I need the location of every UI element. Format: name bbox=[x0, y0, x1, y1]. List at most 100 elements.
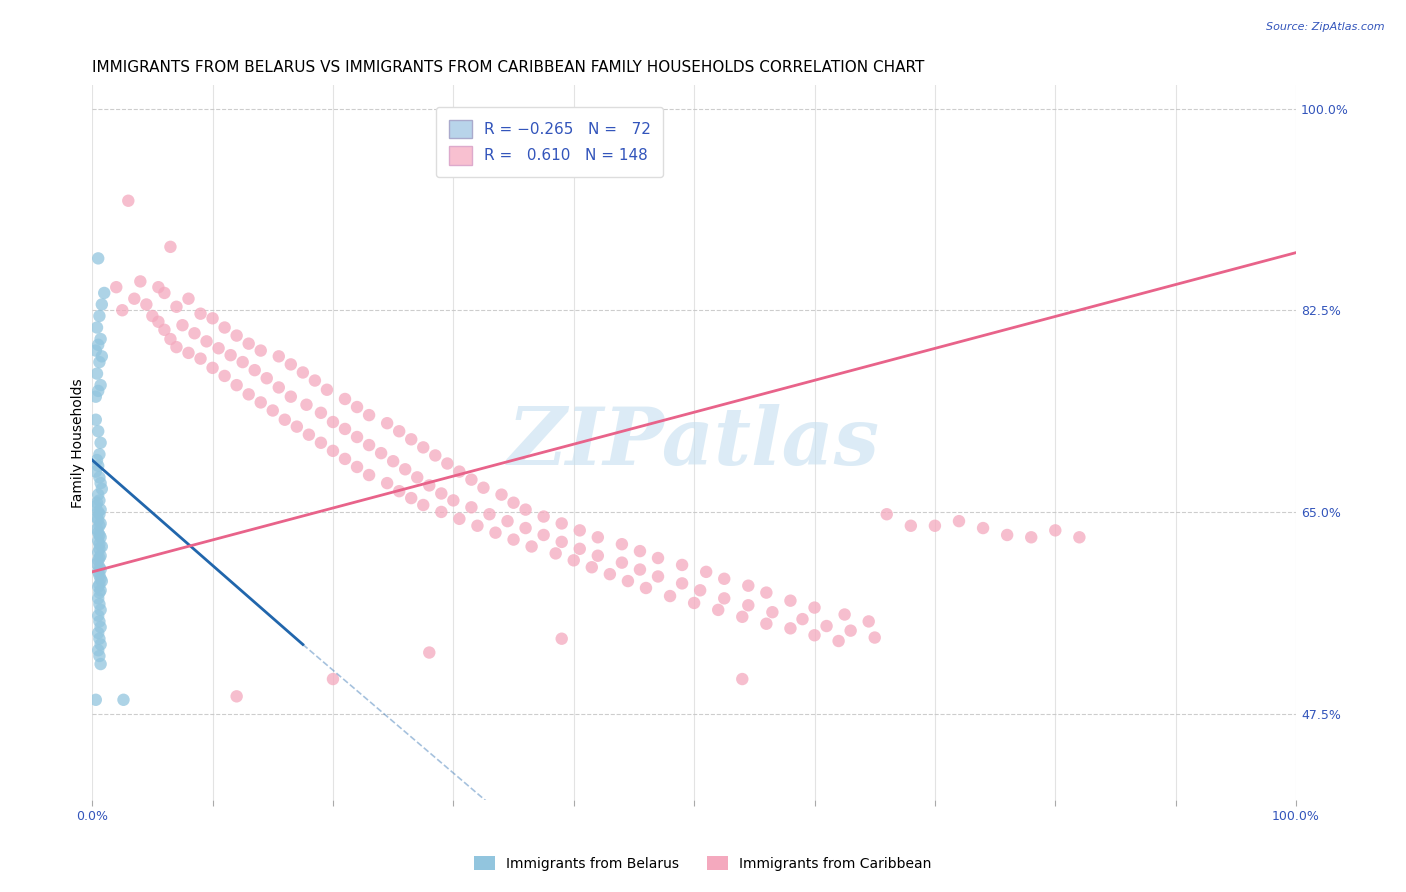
Point bbox=[90, 435, 112, 450]
Point bbox=[89, 568, 111, 582]
Point bbox=[89, 577, 111, 591]
Point bbox=[190, 351, 212, 366]
Point bbox=[713, 591, 735, 606]
Point bbox=[346, 430, 368, 444]
Point bbox=[333, 451, 356, 466]
Point bbox=[124, 292, 146, 306]
Point bbox=[876, 507, 898, 521]
Point bbox=[388, 484, 411, 499]
Point bbox=[90, 583, 112, 598]
Point bbox=[87, 565, 110, 579]
Point bbox=[412, 498, 434, 512]
Point bbox=[285, 419, 308, 434]
Point bbox=[418, 646, 440, 660]
Point bbox=[274, 413, 297, 427]
Point bbox=[359, 438, 381, 452]
Point bbox=[159, 332, 181, 346]
Point bbox=[135, 297, 157, 311]
Text: Source: ZipAtlas.com: Source: ZipAtlas.com bbox=[1267, 22, 1385, 32]
Point bbox=[467, 518, 489, 533]
Point bbox=[166, 300, 188, 314]
Point bbox=[89, 597, 111, 611]
Point bbox=[430, 505, 453, 519]
Point bbox=[617, 574, 640, 588]
Point bbox=[111, 303, 134, 318]
Point bbox=[599, 567, 621, 582]
Point bbox=[84, 499, 107, 513]
Point bbox=[406, 470, 429, 484]
Point bbox=[89, 632, 111, 646]
Point bbox=[89, 507, 111, 521]
Point bbox=[472, 481, 495, 495]
Point bbox=[87, 626, 110, 640]
Point bbox=[87, 458, 110, 473]
Point bbox=[172, 318, 194, 333]
Point bbox=[834, 607, 856, 622]
Point bbox=[779, 621, 801, 635]
Point bbox=[948, 514, 970, 528]
Point bbox=[86, 496, 108, 510]
Point bbox=[628, 563, 651, 577]
Point bbox=[87, 553, 110, 567]
Point bbox=[737, 599, 759, 613]
Point bbox=[647, 551, 669, 566]
Point bbox=[117, 194, 139, 208]
Point bbox=[153, 285, 176, 300]
Point bbox=[568, 524, 591, 538]
Point bbox=[86, 557, 108, 571]
Point bbox=[346, 400, 368, 414]
Point bbox=[755, 616, 778, 631]
Point bbox=[86, 453, 108, 467]
Point bbox=[441, 493, 464, 508]
Point bbox=[89, 493, 111, 508]
Point bbox=[683, 596, 706, 610]
Point bbox=[159, 240, 181, 254]
Point bbox=[84, 390, 107, 404]
Point bbox=[322, 443, 344, 458]
Point bbox=[322, 672, 344, 686]
Point bbox=[924, 518, 946, 533]
Point bbox=[551, 516, 574, 531]
Point bbox=[90, 540, 112, 554]
Point bbox=[225, 690, 247, 704]
Point bbox=[256, 371, 278, 385]
Point bbox=[713, 572, 735, 586]
Point bbox=[562, 553, 585, 567]
Point bbox=[568, 541, 591, 556]
Point bbox=[262, 403, 284, 417]
Point bbox=[232, 355, 254, 369]
Point bbox=[225, 328, 247, 343]
Point bbox=[87, 338, 110, 352]
Point bbox=[90, 476, 112, 491]
Point bbox=[449, 512, 471, 526]
Point bbox=[89, 560, 111, 574]
Point bbox=[430, 486, 453, 500]
Point bbox=[267, 349, 290, 363]
Point bbox=[779, 593, 801, 607]
Point bbox=[153, 323, 176, 337]
Point bbox=[148, 280, 170, 294]
Point bbox=[87, 505, 110, 519]
Point bbox=[89, 518, 111, 533]
Point bbox=[219, 348, 242, 362]
Point bbox=[90, 574, 112, 588]
Point bbox=[322, 415, 344, 429]
Point bbox=[87, 533, 110, 548]
Point bbox=[87, 384, 110, 398]
Point bbox=[84, 693, 107, 707]
Point bbox=[449, 465, 471, 479]
Point bbox=[581, 560, 603, 574]
Point bbox=[858, 615, 880, 629]
Point bbox=[634, 581, 657, 595]
Point bbox=[90, 516, 112, 531]
Point bbox=[316, 383, 339, 397]
Point bbox=[370, 446, 392, 460]
Point bbox=[87, 513, 110, 527]
Point bbox=[298, 427, 321, 442]
Point bbox=[90, 620, 112, 634]
Point bbox=[90, 603, 112, 617]
Point bbox=[214, 368, 236, 383]
Point bbox=[89, 541, 111, 556]
Point bbox=[89, 648, 111, 663]
Point bbox=[689, 583, 711, 598]
